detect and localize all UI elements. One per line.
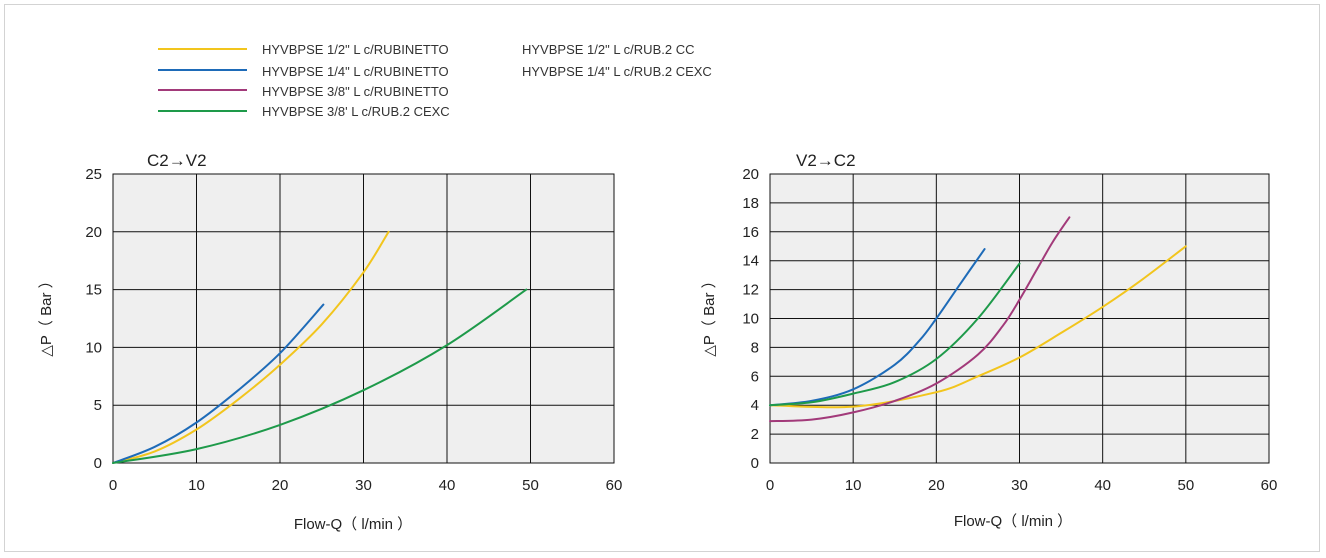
x-tick-label-v2-c2: 50 xyxy=(1177,477,1194,494)
y-tick-label-v2-c2: 12 xyxy=(742,282,759,299)
y-tick-label-v2-c2: 14 xyxy=(742,253,759,270)
y-tick-label-v2-c2: 4 xyxy=(751,397,759,414)
y-tick-label-c2-v2: 15 xyxy=(85,282,102,299)
y-tick-label-v2-c2: 8 xyxy=(751,339,759,356)
series-line-c2-v2-1 xyxy=(112,303,325,464)
y-tick-label-c2-v2: 5 xyxy=(94,397,102,414)
y-tick-label-v2-c2: 16 xyxy=(742,224,759,241)
y-tick-label-c2-v2: 25 xyxy=(85,166,102,183)
ticks-v2-c2: 0 10 20 30 40 50 60 0 2 4 6 8 10 12 14 16 18 20 xyxy=(742,166,1277,494)
series-line-c2-v2-0 xyxy=(112,230,390,464)
chart-title-c2-v2: C2→V2 xyxy=(147,151,207,170)
y-tick-label-c2-v2: 10 xyxy=(85,339,102,356)
legend-extra-label-0: HYVBPSE 1/2" L c/RUB.2 CC xyxy=(522,42,694,57)
plot-border-v2-c2 xyxy=(769,173,1270,464)
x-tick-label-v2-c2: 30 xyxy=(1011,477,1028,494)
x-tick-label-v2-c2: 20 xyxy=(928,477,945,494)
y-tick-label-v2-c2: 6 xyxy=(751,368,759,385)
y-tick-label-v2-c2: 20 xyxy=(742,166,759,183)
chart-v2-c2: 0 10 20 30 40 50 60 0 2 4 6 8 10 12 14 16 18 20 V2→C2 Flo… xyxy=(701,151,1277,530)
chart-title-v2-c2: V2→C2 xyxy=(796,151,856,170)
legend-label-0: HYVBPSE 1/2" L c/RUBINETTO xyxy=(262,42,449,57)
series-line-v2-c2-0 xyxy=(769,245,1187,409)
series-line-v2-c2-2 xyxy=(769,216,1071,423)
y-tick-label-c2-v2: 20 xyxy=(85,224,102,241)
legend-extra-label-1: HYVBPSE 1/4" L c/RUB.2 CEXC xyxy=(522,64,712,79)
y-axis-title-c2-v2: △P（ Bar ） xyxy=(38,273,55,356)
series-group-c2-v2 xyxy=(112,230,528,464)
x-axis-title-c2-v2: Flow-Q（ l/min ） xyxy=(294,516,412,533)
legend-label-2: HYVBPSE 3/8" L c/RUBINETTO xyxy=(262,84,449,99)
figure-frame xyxy=(4,4,1320,552)
x-axis-title-v2-c2: Flow-Q（ l/min ） xyxy=(954,513,1072,530)
y-tick-label-v2-c2: 0 xyxy=(751,455,759,472)
y-tick-label-c2-v2: 0 xyxy=(94,455,102,472)
series-line-v2-c2-3 xyxy=(769,262,1021,407)
series-line-v2-c2-1 xyxy=(769,248,986,407)
y-tick-label-v2-c2: 2 xyxy=(751,426,759,443)
grid-v2-c2 xyxy=(769,173,1270,464)
x-tick-label-v2-c2: 60 xyxy=(1261,477,1278,494)
x-tick-label-c2-v2: 30 xyxy=(355,477,372,494)
y-axis-title-v2-c2: △P（ Bar ） xyxy=(701,273,718,356)
x-tick-label-v2-c2: 10 xyxy=(845,477,862,494)
x-tick-label-c2-v2: 50 xyxy=(522,477,539,494)
x-tick-label-c2-v2: 10 xyxy=(188,477,205,494)
x-tick-label-c2-v2: 20 xyxy=(272,477,289,494)
y-tick-label-v2-c2: 10 xyxy=(742,311,759,328)
series-line-c2-v2-2 xyxy=(112,288,528,464)
grid-c2-v2 xyxy=(112,173,615,464)
legend: HYVBPSE 1/2" L c/RUBINETTO HYVBPSE 1/4" … xyxy=(158,42,712,119)
legend-label-3: HYVBPSE 3/8' L c/RUB.2 CEXC xyxy=(262,104,450,119)
ticks-c2-v2: 0 10 20 30 40 50 60 0 5 10 15 20 25 xyxy=(85,166,622,494)
x-tick-label-c2-v2: 60 xyxy=(606,477,623,494)
x-tick-label-v2-c2: 0 xyxy=(766,477,774,494)
y-tick-label-v2-c2: 18 xyxy=(742,195,759,212)
x-tick-label-c2-v2: 0 xyxy=(109,477,117,494)
x-tick-label-c2-v2: 40 xyxy=(439,477,456,494)
chart-c2-v2: 0 10 20 30 40 50 60 0 5 10 15 20 25 C2→V2 Flow-Q（ l/… xyxy=(38,151,622,533)
x-tick-label-v2-c2: 40 xyxy=(1094,477,1111,494)
plot-border-c2-v2 xyxy=(112,173,615,464)
series-group-v2-c2 xyxy=(769,216,1187,423)
legend-label-1: HYVBPSE 1/4" L c/RUBINETTO xyxy=(262,64,449,79)
